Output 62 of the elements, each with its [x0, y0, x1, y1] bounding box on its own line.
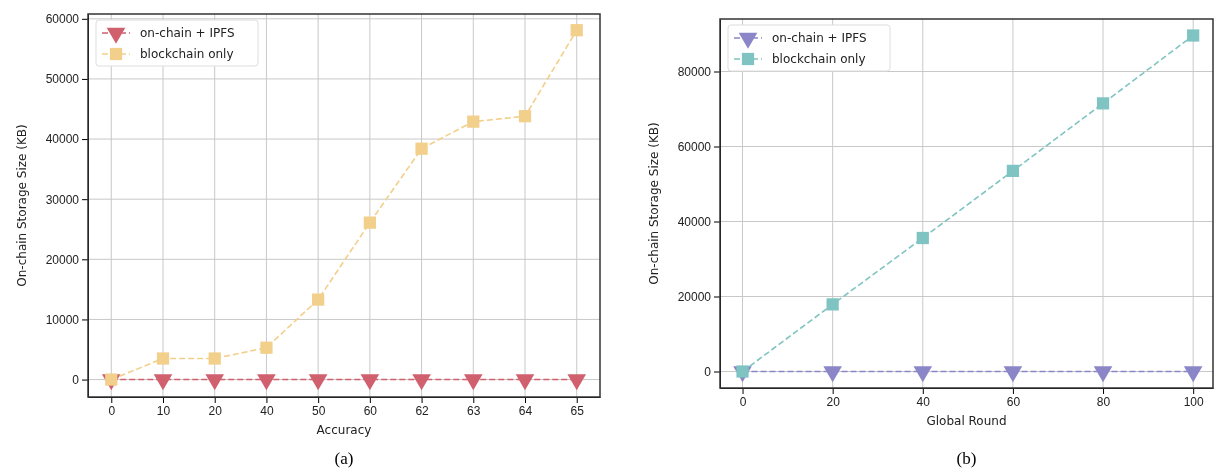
x-tick-label: 60 — [1006, 394, 1021, 409]
y-tick-label: 10000 — [45, 312, 80, 327]
legend-label: on-chain + IPFS — [772, 31, 867, 45]
point — [826, 298, 839, 311]
point — [518, 110, 532, 123]
x-tick-label: 40 — [260, 403, 274, 418]
x-tick-label: 20 — [208, 403, 223, 418]
x-tick-label: 65 — [570, 403, 585, 418]
y-axis-title: On-chain Storage Size (KB) — [15, 124, 29, 287]
y-tick-label: 40000 — [677, 214, 712, 229]
y-tick-label: 20000 — [677, 289, 712, 304]
x-tick-label: 100 — [1183, 394, 1204, 409]
x-tick-label: 0 — [739, 394, 747, 409]
text: (a) — [334, 449, 354, 468]
point — [823, 366, 842, 383]
y-tick-label: 20000 — [45, 252, 80, 267]
y-tick-label: 30000 — [45, 192, 80, 207]
point — [415, 142, 428, 155]
point — [205, 374, 225, 391]
x-tick-label: 20 — [826, 394, 841, 409]
y-axis-title: On-chain Storage Size (KB) — [647, 122, 661, 285]
x-tick-label: 64 — [518, 403, 533, 418]
y-tick-label: 50000 — [45, 72, 80, 87]
point — [308, 374, 328, 391]
point — [360, 374, 380, 391]
text: (b) — [956, 449, 977, 468]
point — [257, 374, 276, 391]
y-tick-label: 60000 — [677, 139, 712, 154]
point — [1093, 366, 1113, 383]
point — [467, 115, 480, 128]
legend-label: blockchain only — [772, 52, 866, 66]
point — [515, 374, 535, 391]
y-tick-label: 40000 — [45, 132, 80, 147]
point — [1096, 97, 1110, 110]
x-tick-label: 0 — [108, 403, 116, 418]
legend-label: on-chain + IPFS — [140, 26, 235, 40]
x-tick-label: 50 — [311, 403, 326, 418]
point — [412, 374, 431, 391]
x-tick-label: 63 — [467, 403, 481, 418]
x-tick-label: 40 — [916, 394, 931, 409]
y-tick-label: 80000 — [677, 64, 712, 79]
x-axis-title: Global Round — [926, 414, 1007, 428]
legend-label: blockchain only — [140, 47, 234, 61]
y-tick-label: 60000 — [45, 12, 80, 27]
point — [1183, 366, 1203, 383]
point — [463, 374, 483, 391]
point — [1187, 29, 1200, 42]
point — [916, 231, 929, 245]
point — [570, 24, 583, 37]
x-tick-label: 80 — [1096, 394, 1111, 409]
x-axis-title: Accuracy — [316, 423, 372, 437]
x-tick-label: 60 — [363, 403, 378, 418]
point — [913, 366, 933, 383]
point — [1003, 366, 1023, 383]
point — [1006, 164, 1020, 177]
y-tick-label: 0 — [72, 372, 80, 387]
x-tick-label: 62 — [415, 403, 430, 418]
point — [153, 374, 173, 391]
x-tick-label: 10 — [156, 403, 171, 418]
point — [363, 216, 376, 229]
point — [567, 374, 587, 391]
y-tick-label: 0 — [704, 364, 712, 379]
